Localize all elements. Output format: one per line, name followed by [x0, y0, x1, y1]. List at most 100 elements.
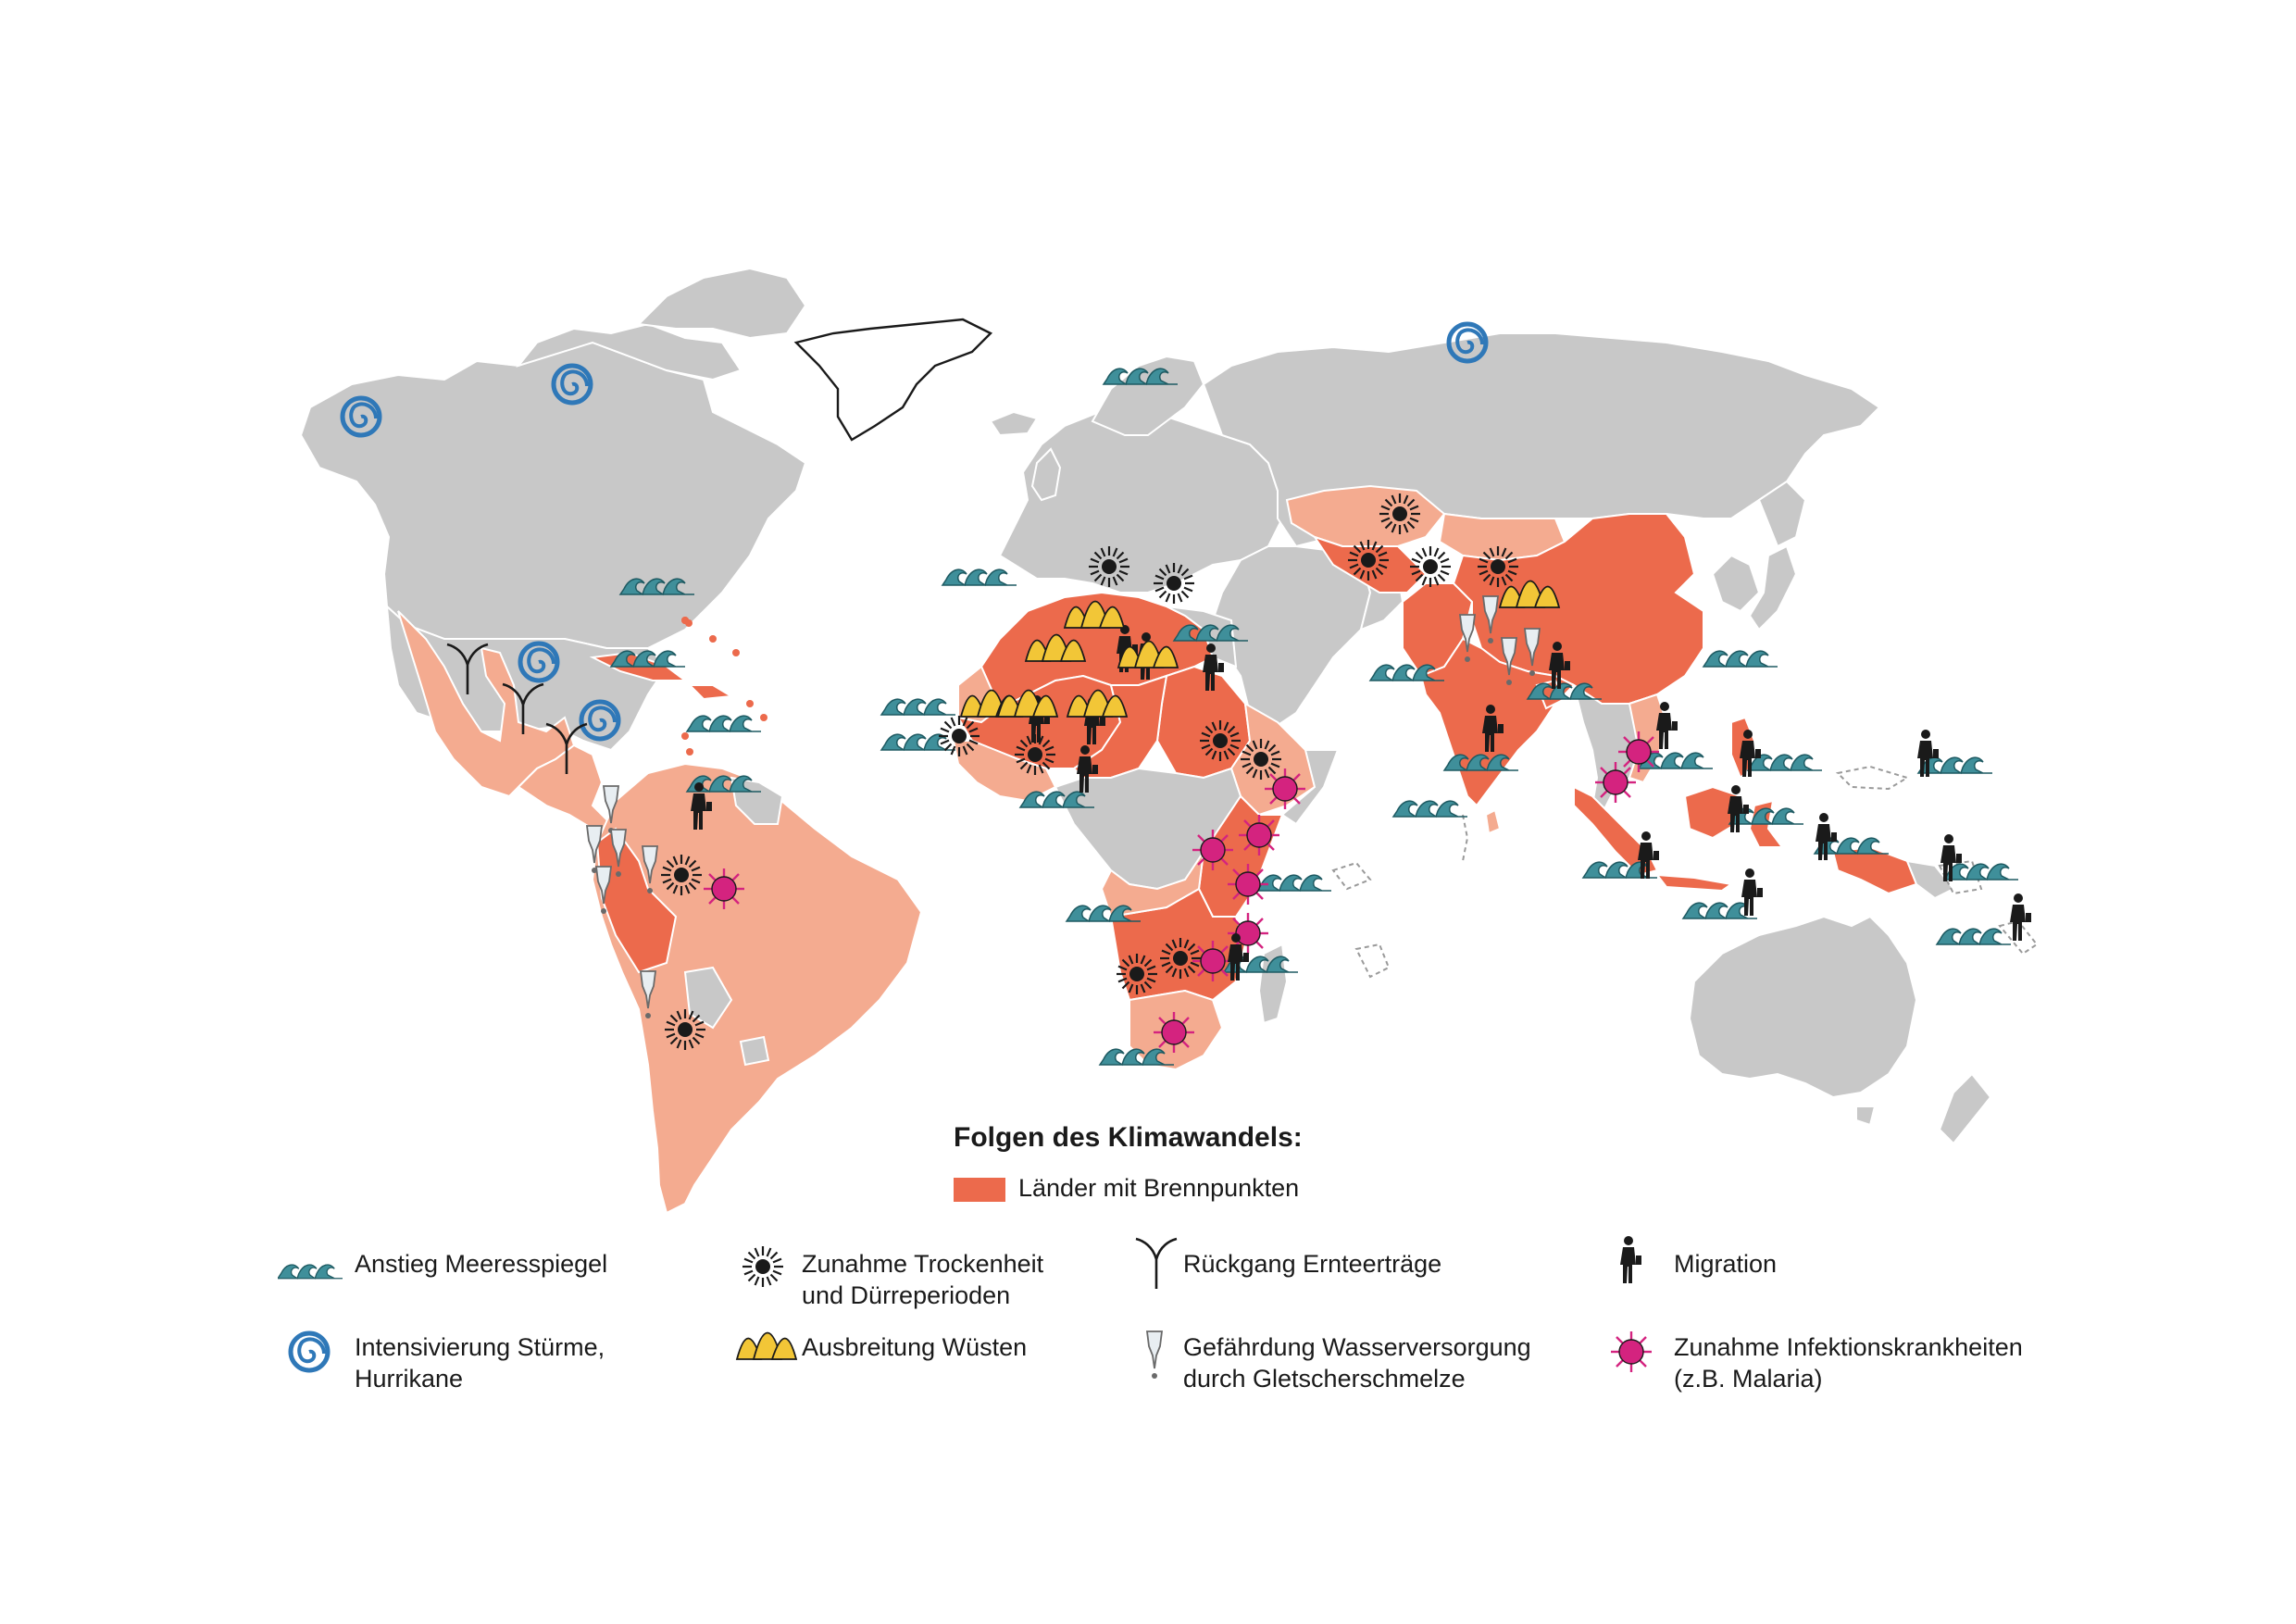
migrant-icon: [1077, 745, 1098, 793]
swirl-icon: [1449, 324, 1486, 361]
virus-icon: [1226, 862, 1270, 906]
migrant-icon: [1728, 785, 1749, 832]
swirl-icon: [287, 1330, 331, 1374]
sun-icon: [663, 1007, 707, 1052]
legend-item: Migration: [1674, 1248, 1777, 1280]
wave-icon: [942, 568, 1017, 586]
legend-item: Intensivierung Stürme, Hurrikane: [355, 1331, 605, 1394]
virus-icon: [1191, 828, 1235, 872]
caribbean-dot: [709, 635, 717, 643]
legend-item-line2: durch Gletscherschmelze: [1183, 1365, 1466, 1393]
migrant-icon: [1203, 643, 1224, 691]
wave-icon: [1256, 874, 1332, 892]
pacific-islands-2: [1938, 859, 1983, 895]
wave-icon: [1369, 664, 1445, 681]
legend-item-line1: Ausbreitung Wüsten: [802, 1333, 1028, 1361]
dune-icon: [736, 1331, 797, 1360]
australia: [1688, 915, 1918, 1099]
sun-icon: [937, 714, 981, 758]
wave-icon: [1173, 624, 1249, 642]
virus-icon: [1616, 730, 1661, 774]
glacier-icon: [1501, 637, 1517, 686]
legend-item-line1: Rückgang Ernteerträge: [1183, 1250, 1442, 1278]
pacific-islands: [1835, 765, 1910, 791]
legend-item: Ausbreitung Wüsten: [802, 1331, 1027, 1363]
glacier-icon: [642, 845, 658, 894]
migrant-icon: [2010, 893, 2031, 941]
crop-icon: [1134, 1237, 1179, 1291]
egypt: [1166, 606, 1238, 668]
haiti: [687, 684, 735, 701]
iceland: [989, 410, 1039, 437]
swirl-icon: [343, 398, 380, 435]
paraguay: [683, 966, 733, 1030]
uk: [1030, 447, 1062, 502]
glacier-icon: [603, 785, 619, 834]
wave-icon: [1527, 682, 1603, 700]
central-america: [517, 743, 632, 844]
migrant-icon: [1638, 831, 1659, 879]
legend-item: Zunahme Infektionskrankheiten (z.B. Mala…: [1674, 1331, 2023, 1394]
glacier-icon: [1482, 595, 1499, 644]
glacier-icon: [1459, 614, 1476, 663]
crop-icon: [501, 682, 545, 736]
new-guinea-east: [1905, 859, 1955, 900]
greenland: [793, 318, 993, 442]
tasmania: [1855, 1106, 1877, 1127]
dune-icon: [1067, 689, 1128, 718]
wave-icon: [686, 715, 762, 732]
migrant-icon: [1656, 702, 1678, 749]
virus-icon: [1263, 767, 1307, 811]
melanesia-dots: [1998, 919, 2039, 956]
virus-icon: [1152, 1010, 1196, 1055]
wave-icon: [1019, 791, 1095, 808]
sun-icon: [1346, 538, 1391, 582]
migrant-icon: [1741, 868, 1763, 916]
wave-icon: [880, 698, 956, 716]
glacier-icon: [1146, 1330, 1163, 1380]
canada-arctic: [516, 322, 742, 381]
sun-icon: [1408, 544, 1453, 589]
crop-icon: [445, 643, 490, 696]
virus-icon: [1237, 813, 1281, 857]
caribbean-dot: [746, 700, 754, 707]
madagascar-isles: [1354, 943, 1391, 979]
virus-icon: [1593, 760, 1638, 805]
swirl-icon: [554, 366, 591, 403]
caribbean-dot: [681, 732, 689, 740]
caribbean-dot: [732, 649, 740, 656]
wave-icon: [1443, 754, 1519, 771]
sun-icon: [1158, 936, 1203, 981]
swirl-icon: [520, 643, 557, 681]
caribbean-dot: [760, 714, 767, 721]
peru: [595, 827, 678, 974]
legend-item-line2: Hurrikane: [355, 1365, 464, 1393]
legend-item-line2: und Dürreperioden: [802, 1281, 1011, 1309]
legend-item: Zunahme Trockenheit und Dürreperioden: [802, 1248, 1043, 1311]
sri-lanka: [1484, 808, 1502, 835]
legend-item-line1: Zunahme Infektionskrankheiten: [1674, 1333, 2023, 1361]
wave-icon: [1703, 650, 1778, 668]
sun-icon: [1198, 718, 1242, 763]
glacier-icon: [1524, 628, 1541, 677]
sun-icon: [1115, 952, 1159, 996]
glacier-icon: [610, 829, 627, 878]
korea-japan: [1711, 554, 1761, 613]
legend-item: Anstieg Meeresspiegel: [355, 1248, 607, 1280]
virus-icon: [1191, 939, 1235, 983]
virus-icon: [1609, 1330, 1653, 1374]
new-guinea: [1831, 845, 1918, 895]
wave-icon: [278, 1264, 343, 1280]
wave-icon: [610, 650, 686, 668]
somalia: [1280, 749, 1340, 826]
north-america: [299, 341, 807, 649]
migrant-icon: [1620, 1236, 1641, 1283]
legend-item-line1: Zunahme Trockenheit: [802, 1250, 1044, 1278]
wave-icon: [1099, 1048, 1175, 1066]
legend-item-line2: (z.B. Malaria): [1674, 1365, 1823, 1393]
migrant-icon: [1549, 642, 1570, 689]
wave-icon: [1392, 800, 1468, 818]
sun-icon: [1152, 561, 1196, 606]
hotspot-swatch: [954, 1178, 1005, 1202]
sun-icon: [1476, 544, 1520, 589]
